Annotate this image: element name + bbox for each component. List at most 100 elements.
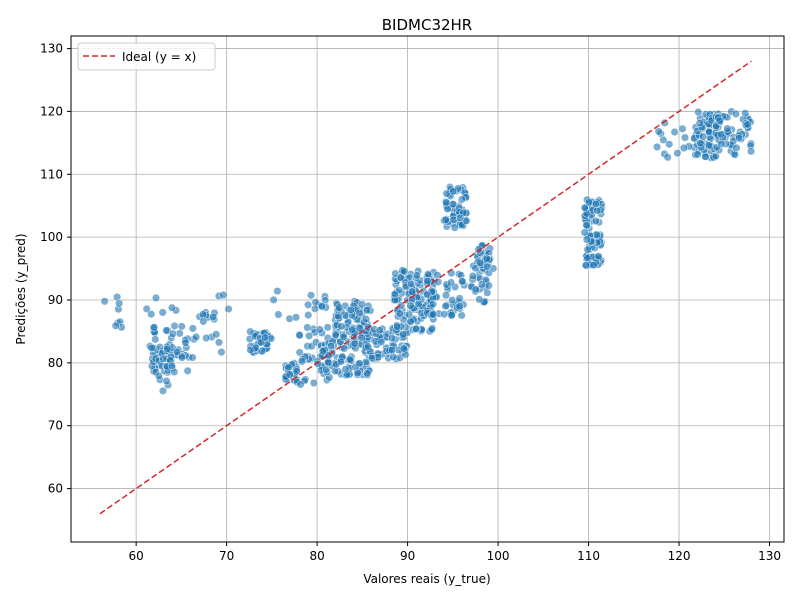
scatter-point: [408, 287, 417, 296]
scatter-point: [181, 338, 190, 347]
scatter-point: [441, 291, 451, 300]
scatter-point: [696, 139, 705, 148]
scatter-point: [428, 300, 438, 309]
scatter-point: [212, 330, 221, 339]
plot-frame: [70, 35, 785, 543]
scatter-point: [593, 230, 602, 239]
scatter-point: [580, 228, 589, 237]
scatter-point: [407, 279, 416, 288]
scatter-point: [261, 333, 270, 342]
ideal-line-layer: [99, 60, 752, 515]
scatter-point: [455, 302, 464, 311]
scatter-point: [731, 109, 740, 118]
scatter-point: [679, 143, 688, 153]
scatter-point: [305, 331, 314, 340]
scatter-point: [458, 277, 467, 286]
scatter-point: [306, 291, 316, 300]
scatter-point: [434, 277, 443, 286]
y-tick-label: 80: [48, 356, 63, 370]
scatter-point: [483, 288, 492, 297]
scatter-point: [746, 147, 756, 156]
scatter-point: [358, 300, 367, 309]
scatter-point: [705, 128, 714, 137]
x-axis-label: Valores reais (y_true): [363, 572, 490, 586]
scatter-point: [653, 142, 662, 152]
scatter-point: [429, 310, 438, 319]
scatter-point: [246, 327, 255, 336]
x-tick-label: 120: [668, 549, 691, 563]
x-tick-label: 100: [487, 549, 510, 563]
scatter-point: [168, 329, 178, 338]
scatter-point: [678, 124, 687, 133]
y-tick-label: 130: [40, 42, 63, 56]
scatter-point: [476, 258, 485, 267]
scatter-point: [341, 365, 350, 374]
scatter-point: [589, 261, 598, 270]
x-tick-label: 110: [577, 549, 600, 563]
scatter-point: [295, 348, 304, 357]
scatter-point: [743, 120, 752, 129]
y-axis-ticks: 60 70 80 90 100 110 120 130: [40, 42, 71, 496]
scatter-point: [147, 310, 156, 319]
scatter-point: [151, 293, 161, 302]
scatter-point: [304, 311, 313, 320]
scatter-point: [455, 294, 464, 303]
scatter-point: [448, 296, 457, 305]
scatter-point: [162, 326, 171, 335]
scatter-point: [285, 370, 294, 379]
scatter-point: [654, 127, 663, 136]
scatter-point: [331, 331, 340, 340]
x-tick-label: 60: [129, 549, 144, 563]
scatter-point: [447, 310, 456, 320]
y-tick-label: 70: [48, 419, 63, 433]
legend-label-ideal: Ideal (y = x): [122, 50, 196, 64]
scatter-point: [406, 317, 415, 326]
scatter-point: [199, 317, 208, 326]
scatter-point: [393, 322, 402, 331]
scatter-point: [163, 344, 172, 354]
scatter-point: [397, 301, 406, 310]
scatter-point: [330, 366, 340, 376]
scatter-point: [335, 303, 344, 312]
scatter-point: [449, 187, 458, 196]
data-points: [100, 107, 756, 395]
scatter-point: [732, 143, 741, 152]
scatter-point: [188, 353, 197, 362]
scatter-point: [151, 335, 160, 344]
scatter-point: [734, 133, 744, 143]
scatter-point: [406, 301, 415, 310]
x-tick-label: 90: [400, 549, 415, 563]
scatter-point: [581, 261, 590, 270]
scatter-point: [158, 308, 167, 317]
scatter-point: [273, 287, 282, 296]
scatter-point: [345, 355, 354, 364]
scatter-point: [375, 326, 384, 335]
scatter-point: [217, 348, 226, 357]
scatter-point: [475, 295, 484, 304]
scatter-point: [363, 342, 373, 351]
scatter-point: [159, 354, 168, 363]
scatter-point: [477, 280, 486, 289]
scatter-point: [389, 352, 398, 361]
scatter-point: [400, 267, 409, 276]
scatter-point: [115, 299, 124, 308]
scatter-point: [665, 140, 674, 149]
scatter-point: [583, 245, 592, 254]
scatter-point: [162, 377, 171, 386]
scatter-point: [399, 330, 408, 339]
scatter-point: [704, 141, 714, 150]
scatter-point: [717, 139, 726, 148]
grid-lines: [71, 36, 784, 542]
scatter-point: [177, 353, 187, 362]
y-tick-label: 60: [48, 482, 63, 496]
scatter-point: [741, 109, 750, 118]
scatter-point: [304, 300, 313, 309]
ideal-line: [99, 60, 752, 515]
y-axis-label: Predições (y_pred): [14, 233, 28, 344]
scatter-point: [214, 338, 224, 347]
scatter-point: [411, 324, 421, 333]
scatter-point: [154, 371, 163, 380]
y-tick-label: 120: [40, 104, 63, 118]
scatter-point: [326, 341, 335, 351]
